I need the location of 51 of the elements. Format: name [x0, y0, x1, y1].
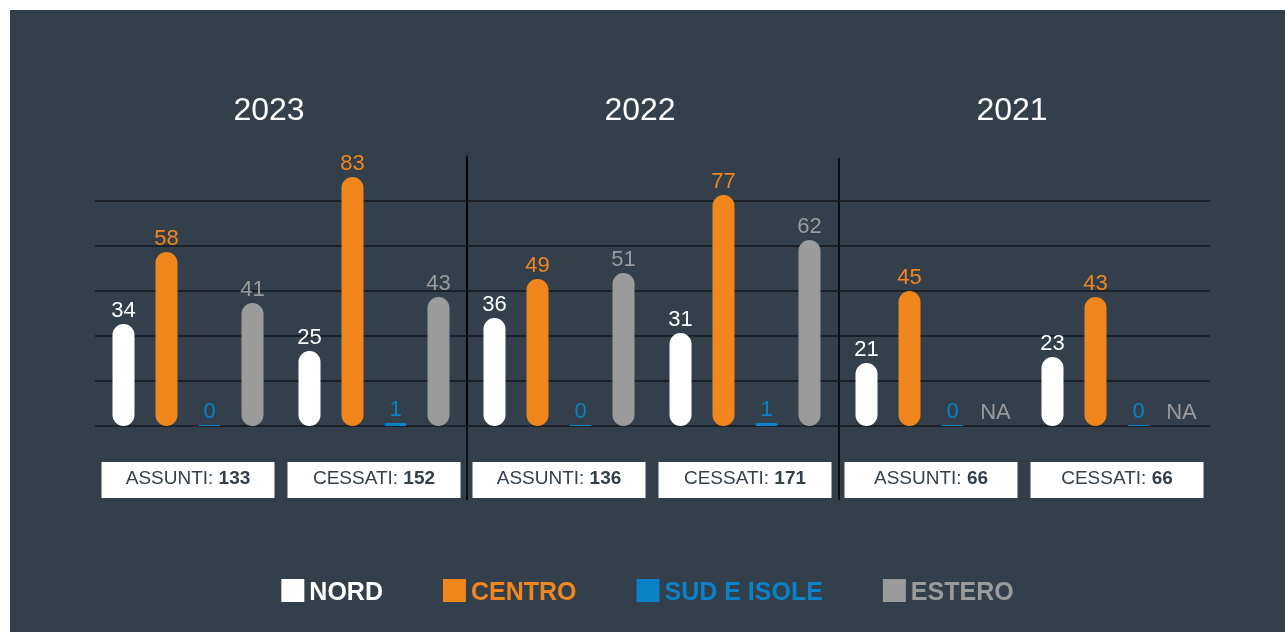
data-label: 45	[897, 263, 922, 289]
bar	[612, 273, 635, 426]
text: NA	[1166, 398, 1197, 424]
data-label: 36	[482, 290, 507, 316]
bar	[798, 240, 821, 426]
bar	[526, 279, 549, 426]
data-label: 1	[760, 395, 773, 421]
data-label: 0	[203, 397, 216, 423]
data-label: 58	[154, 224, 179, 250]
bar	[669, 333, 692, 426]
bar	[427, 297, 450, 426]
data-label: 83	[340, 149, 365, 175]
x-tick-label: ASSUNTI: 136	[496, 467, 622, 488]
data-label: 62	[797, 212, 822, 238]
x-tick-label: CESSATI: 152	[312, 467, 436, 488]
x-tick-label: ASSUNTI: 133	[125, 467, 251, 488]
legend-label: ESTERO	[910, 576, 1014, 605]
bar	[298, 351, 321, 426]
x-tick-label: ASSUNTI: 66	[873, 467, 989, 488]
chart-title: 2022	[604, 91, 676, 127]
data-label: 77	[711, 167, 736, 193]
x-tick-label: CESSATI: 66	[1061, 467, 1173, 488]
data-label: 31	[668, 305, 693, 331]
bar	[712, 195, 735, 426]
bar	[241, 303, 264, 426]
text: NA	[980, 398, 1011, 424]
data-label: 1	[389, 395, 402, 421]
bar	[112, 324, 135, 426]
data-label: 0	[1132, 397, 1145, 423]
bar	[898, 291, 921, 426]
data-label: 43	[426, 269, 451, 295]
data-label: 43	[1083, 269, 1108, 295]
data-label: 23	[1040, 329, 1065, 355]
data-label: 41	[240, 275, 265, 301]
chart-title: 2021	[976, 91, 1048, 127]
bar	[155, 252, 178, 426]
data-label: 49	[525, 251, 550, 277]
legend-label: NORD	[309, 576, 383, 605]
data-label: 0	[946, 397, 959, 423]
x-tick-label: CESSATI: 171	[683, 467, 807, 488]
data-label: 34	[111, 296, 136, 322]
data-label: 21	[854, 335, 879, 361]
data-label: 0	[574, 397, 587, 423]
bar	[1084, 297, 1107, 426]
legend-label: SUD E ISOLE	[664, 576, 823, 605]
legend-label: CENTRO	[470, 576, 577, 605]
chart-title: 2023	[233, 91, 305, 127]
bar	[483, 318, 506, 426]
bar	[341, 177, 364, 426]
data-label: 51	[611, 245, 636, 271]
data-label: 25	[297, 323, 322, 349]
